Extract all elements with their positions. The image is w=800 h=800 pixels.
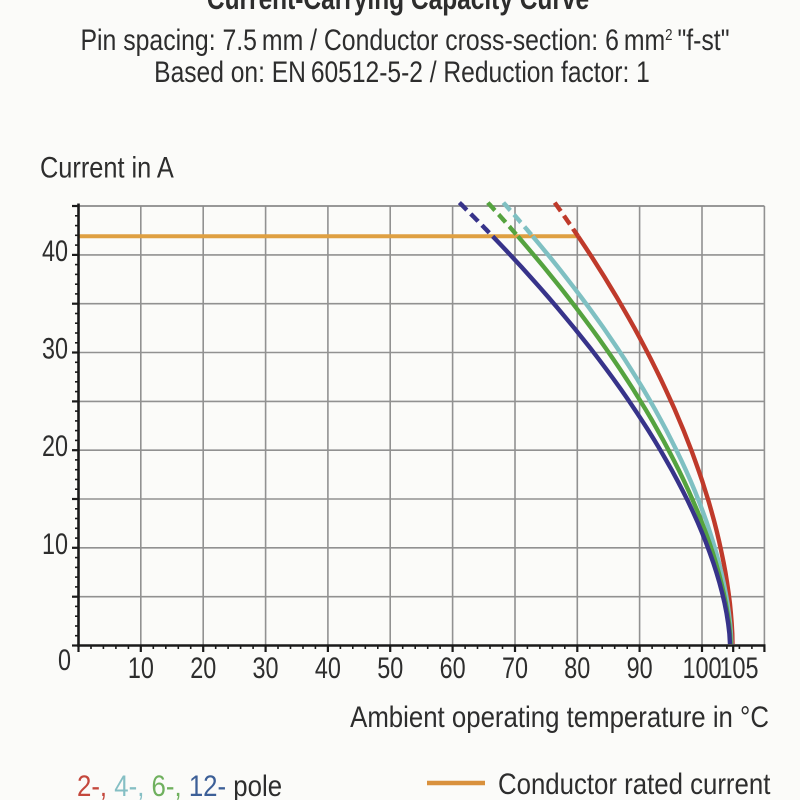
svg-text:100: 100 [682, 651, 721, 684]
svg-text:80: 80 [564, 651, 590, 684]
svg-text:20: 20 [190, 651, 216, 684]
svg-text:70: 70 [502, 651, 528, 684]
svg-text:Based on: EN 60512-5-2 / Reduc: Based on: EN 60512-5-2 / Reduction facto… [154, 55, 650, 89]
svg-text:40: 40 [315, 651, 341, 684]
svg-text:Conductor rated current: Conductor rated current [498, 767, 771, 800]
svg-text:2-, 4-, 6-, 12- pole: 2-, 4-, 6-, 12- pole [77, 769, 282, 800]
svg-text:10: 10 [128, 651, 154, 684]
svg-text:50: 50 [377, 651, 403, 684]
svg-text:105: 105 [719, 651, 758, 684]
svg-text:0: 0 [58, 643, 71, 676]
svg-text:30: 30 [42, 332, 68, 365]
svg-text:Current in A: Current in A [40, 150, 174, 183]
svg-text:40: 40 [42, 234, 68, 267]
svg-text:Ambient operating temperature: Ambient operating temperature in °C [350, 700, 769, 733]
svg-text:Pin spacing: 7.5 mm / Conducto: Pin spacing: 7.5 mm / Conductor cross-se… [80, 23, 729, 57]
svg-text:10: 10 [42, 527, 68, 560]
svg-text:Current-Carrying Capacity Curv: Current-Carrying Capacity Curve [207, 0, 589, 16]
svg-text:60: 60 [440, 651, 466, 684]
svg-text:20: 20 [42, 429, 68, 462]
svg-text:30: 30 [253, 651, 279, 684]
svg-text:90: 90 [627, 651, 653, 684]
